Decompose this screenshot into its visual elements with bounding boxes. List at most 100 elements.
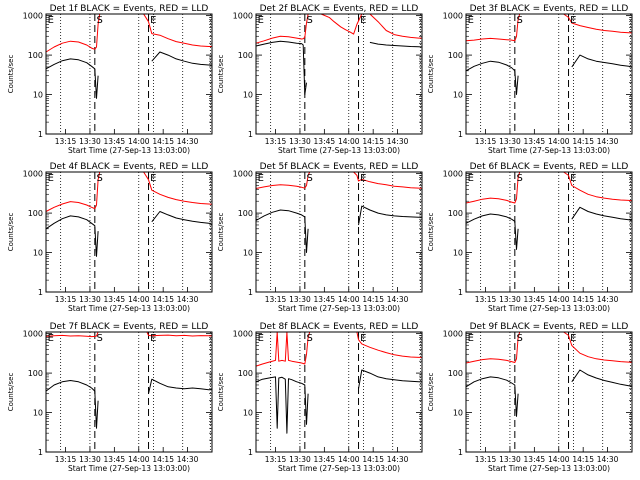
series-events-line: [255, 205, 422, 253]
plot-frame: [255, 171, 423, 293]
y-tick-label: 1: [38, 448, 43, 457]
x-tick-label: 13:45: [104, 455, 126, 464]
segment-marker: E: [570, 333, 576, 344]
y-tick-label: 1: [38, 130, 43, 139]
y-tick-label: 10: [453, 91, 463, 100]
x-tick-label: 14:00: [128, 295, 150, 304]
x-tick-label: 13:45: [104, 137, 126, 146]
x-tick-label: 13:15: [475, 455, 497, 464]
segment-marker: E: [570, 15, 576, 26]
x-tick-label: 13:15: [55, 137, 77, 146]
segment-marker: E: [570, 173, 576, 184]
y-tick-label: 10: [33, 409, 43, 418]
x-tick-label: 14:15: [572, 295, 594, 304]
y-tick-label: 1000: [443, 12, 463, 21]
chart-title: Det 8f BLACK = Events, RED = LLD: [260, 322, 419, 332]
x-tick-label: 13:15: [55, 455, 77, 464]
y-tick-label: 10: [453, 249, 463, 258]
y-axis-label: Counts/sec: [427, 55, 435, 94]
segment-marker: E: [360, 15, 366, 26]
y-tick-label: 100: [28, 51, 43, 60]
x-tick-label: 13:30: [289, 137, 311, 146]
y-tick-label: 1000: [23, 170, 43, 179]
chart-title: Det 1f BLACK = Events, RED = LLD: [50, 4, 209, 14]
series-lld-line: [255, 331, 422, 367]
x-tick-label: 13:15: [475, 137, 497, 146]
segment-marker: E: [150, 333, 156, 344]
y-tick-label: 100: [448, 209, 463, 218]
y-tick-label: 1000: [443, 330, 463, 339]
y-tick-label: 1: [248, 288, 253, 297]
series-lld-line: [255, 171, 423, 189]
x-axis-label: Start Time (27-Sep-13 13:03:00): [278, 304, 400, 313]
series-events-line: [255, 40, 423, 95]
y-tick-label: 1: [458, 130, 463, 139]
x-tick-label: 13:45: [314, 137, 336, 146]
x-tick-label: 14:30: [597, 137, 619, 146]
chart-title: Det 9f BLACK = Events, RED = LLD: [470, 322, 629, 332]
chart-title: Det 5f BLACK = Events, RED = LLD: [260, 162, 419, 172]
x-tick-label: 14:00: [338, 137, 360, 146]
x-tick-label: 13:30: [289, 455, 311, 464]
x-tick-label: 14:15: [152, 455, 174, 464]
y-tick-label: 1: [248, 130, 253, 139]
plot-frame: [45, 13, 213, 135]
y-tick-label: 100: [238, 369, 253, 378]
chart-panel-3: Det 3f BLACK = Events, RED = LLD Counts/s…: [427, 4, 633, 155]
x-tick-label: 13:45: [524, 455, 546, 464]
chart-title: Det 4f BLACK = Events, RED = LLD: [50, 162, 209, 172]
series-lld-line: [465, 13, 633, 42]
y-tick-label: 100: [238, 51, 253, 60]
segment-marker: S: [96, 333, 102, 344]
series-events-line: [465, 206, 633, 250]
x-tick-label: 14:15: [362, 295, 384, 304]
y-tick-label: 10: [243, 249, 253, 258]
x-tick-label: 14:30: [597, 455, 619, 464]
x-tick-label: 14:00: [548, 295, 570, 304]
x-tick-label: 14:30: [387, 295, 409, 304]
chart-panel-1: Det 1f BLACK = Events, RED = LLD Counts/s…: [7, 4, 213, 155]
x-tick-label: 13:30: [79, 455, 101, 464]
chart-panel-9: Det 9f BLACK = Events, RED = LLD Counts/s…: [427, 322, 633, 473]
y-tick-label: 10: [33, 249, 43, 258]
chart-panel-2: Det 2f BLACK = Events, RED = LLD Counts/s…: [217, 4, 423, 155]
x-tick-label: 14:00: [128, 137, 150, 146]
x-axis-label: Start Time (27-Sep-13 13:03:00): [278, 464, 400, 473]
y-tick-label: 1000: [233, 12, 253, 21]
segment-marker: S: [96, 173, 102, 184]
segment-marker: E: [468, 173, 474, 184]
chart-panel-4: Det 4f BLACK = Events, RED = LLD Counts/s…: [7, 162, 213, 313]
y-tick-label: 1000: [443, 170, 463, 179]
x-tick-label: 13:15: [475, 295, 497, 304]
y-tick-label: 1: [38, 288, 43, 297]
plot-frame: [45, 331, 213, 453]
y-tick-label: 10: [33, 91, 43, 100]
segment-marker: S: [516, 15, 522, 26]
x-axis-label: Start Time (27-Sep-13 13:03:00): [488, 146, 610, 155]
y-axis-label: Counts/sec: [427, 373, 435, 412]
chart-panel-7: Det 7f BLACK = Events, RED = LLD Counts/s…: [7, 322, 213, 473]
y-tick-label: 100: [28, 369, 43, 378]
segment-marker: S: [306, 333, 312, 344]
y-tick-label: 1000: [23, 12, 43, 21]
plot-frame: [465, 13, 633, 135]
series-lld-line: [255, 13, 422, 44]
segment-marker: S: [306, 15, 312, 26]
x-axis-label: Start Time (27-Sep-13 13:03:00): [68, 146, 190, 155]
x-tick-label: 13:30: [79, 137, 101, 146]
x-tick-label: 13:15: [265, 455, 287, 464]
y-tick-label: 100: [28, 209, 43, 218]
series-events-line: [255, 369, 422, 434]
series-lld-line: [45, 171, 213, 212]
chart-panel-8: Det 8f BLACK = Events, RED = LLD Counts/s…: [217, 322, 423, 473]
x-axis-label: Start Time (27-Sep-13 13:03:00): [488, 464, 610, 473]
chart-panel-5: Det 5f BLACK = Events, RED = LLD Counts/s…: [217, 162, 423, 313]
x-tick-label: 14:00: [548, 455, 570, 464]
x-tick-label: 14:30: [177, 455, 199, 464]
y-tick-label: 10: [243, 91, 253, 100]
segment-marker: E: [468, 15, 474, 26]
y-axis-label: Counts/sec: [217, 55, 225, 94]
x-tick-label: 13:30: [79, 295, 101, 304]
y-axis-label: Counts/sec: [7, 55, 15, 94]
